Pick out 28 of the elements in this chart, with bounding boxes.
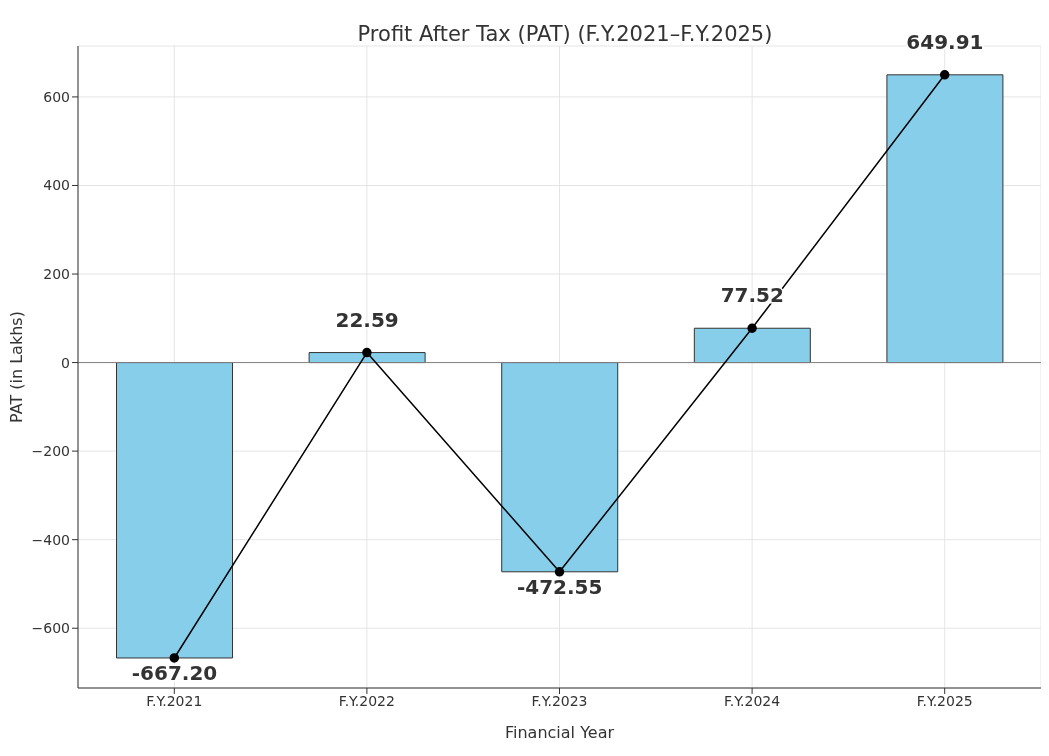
x-tick-label: F.Y.2021 xyxy=(146,692,203,709)
bar xyxy=(116,362,234,659)
point xyxy=(747,323,757,333)
y-axis-title: PAT (in Lakhs) xyxy=(6,311,26,423)
data-label: 22.59 xyxy=(335,307,399,332)
data-label: -472.55 xyxy=(516,574,603,599)
point xyxy=(362,347,372,358)
bar xyxy=(693,327,811,364)
y-tick-label: 400 xyxy=(43,177,70,194)
data-label: 649.91 xyxy=(906,29,984,54)
point xyxy=(554,567,565,577)
x-tick-label: F.Y.2022 xyxy=(338,692,395,709)
y-tick-label: 0 xyxy=(61,354,70,371)
chart-title: Profit After Tax (PAT) (F.Y.2021–F.Y.2025) xyxy=(357,22,773,46)
y-tick-label: 200 xyxy=(43,265,70,282)
y-tick-label: −600 xyxy=(31,620,70,637)
x-tick-label: F.Y.2024 xyxy=(724,692,781,709)
point xyxy=(939,70,950,80)
y-tick-label: −400 xyxy=(31,531,70,548)
bar xyxy=(886,74,1004,364)
data-label: -667.20 xyxy=(131,660,218,685)
point xyxy=(169,653,180,663)
bar xyxy=(501,362,619,573)
y-tick-label: −200 xyxy=(31,443,70,460)
x-tick-label: F.Y.2023 xyxy=(531,692,588,709)
x-axis-title: Financial Year xyxy=(504,723,615,742)
y-tick-label: 600 xyxy=(43,88,70,105)
x-tick-label: F.Y.2025 xyxy=(916,692,973,709)
